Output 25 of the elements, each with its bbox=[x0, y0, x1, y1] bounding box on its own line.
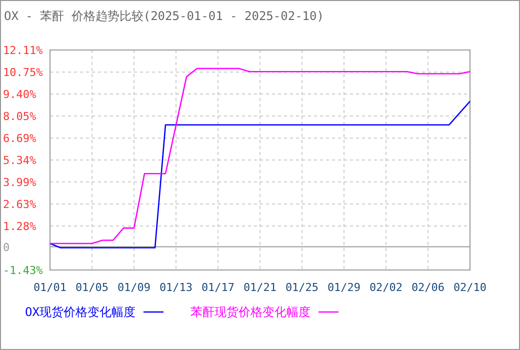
x-tick-label: 01/25 bbox=[285, 281, 319, 294]
legend-label: 苯酐现货价格变化幅度 bbox=[190, 305, 310, 319]
x-tick-label: 01/01 bbox=[33, 281, 67, 294]
y-tick-label: -1.43% bbox=[3, 264, 44, 277]
x-tick-label: 02/02 bbox=[369, 281, 403, 294]
y-tick-label: 3.99% bbox=[3, 176, 36, 189]
y-tick-label: 1.28% bbox=[3, 220, 36, 233]
y-tick-label: 6.69% bbox=[3, 132, 36, 146]
y-tick-label: 10.75% bbox=[3, 66, 44, 80]
x-tick-label: 01/29 bbox=[327, 281, 361, 294]
y-tick-label: 0 bbox=[3, 240, 10, 254]
legend-label: OX现货价格变化幅度 bbox=[25, 305, 136, 319]
x-tick-label: 01/13 bbox=[159, 281, 193, 294]
y-tick-label: 12.11% bbox=[3, 44, 44, 57]
y-tick-label: 5.34% bbox=[3, 154, 36, 167]
x-tick-label: 01/21 bbox=[243, 281, 277, 294]
x-tick-label: 02/06 bbox=[411, 281, 445, 294]
chart-title: OX - 苯酐 价格趋势比较(2025-01-01 - 2025-02-10) bbox=[4, 9, 324, 23]
y-tick-label: 9.40% bbox=[3, 88, 36, 102]
x-tick-label: 02/10 bbox=[453, 281, 487, 294]
x-tick-label: 01/09 bbox=[117, 281, 151, 294]
y-tick-label: 8.05% bbox=[3, 110, 36, 123]
y-tick-label: 2.63% bbox=[3, 198, 36, 212]
x-tick-label: 01/05 bbox=[75, 281, 109, 294]
x-tick-label: 01/17 bbox=[201, 281, 235, 294]
